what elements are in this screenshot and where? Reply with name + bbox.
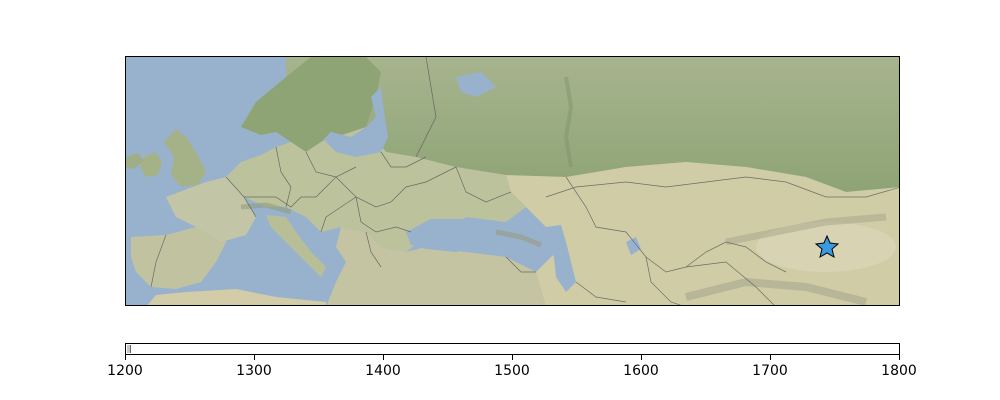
white-sea xyxy=(456,72,496,97)
baltic-sea xyxy=(326,87,388,157)
tick-mark xyxy=(512,355,513,360)
caucasus-mountains xyxy=(495,229,542,248)
anatolia-landmass xyxy=(326,227,546,305)
caspian-sea xyxy=(544,225,576,292)
black-sea xyxy=(406,219,486,252)
britain-landmass xyxy=(164,129,206,187)
himalaya-mountains xyxy=(685,277,867,305)
map-canvas xyxy=(126,57,899,305)
russia-landmass xyxy=(286,57,899,192)
country-borders xyxy=(150,57,899,305)
tick-mark xyxy=(899,355,900,360)
tick-mark xyxy=(254,355,255,360)
star-icon[interactable] xyxy=(814,234,840,259)
tick-label-1800: 1800 xyxy=(881,363,917,379)
tick-mark xyxy=(125,355,126,360)
tick-label-1300: 1300 xyxy=(236,363,272,379)
timeline-slider[interactable] xyxy=(125,343,900,355)
north-africa-landmass xyxy=(147,289,326,305)
tick-label-1600: 1600 xyxy=(623,363,659,379)
tian-shan-mountains xyxy=(725,213,887,246)
italy-landmass xyxy=(266,215,326,277)
tick-mark xyxy=(770,355,771,360)
tick-label-1500: 1500 xyxy=(494,363,530,379)
france-landmass xyxy=(166,177,256,242)
adriatic-sea xyxy=(291,217,331,252)
tick-label-1200: 1200 xyxy=(107,363,143,379)
tick-mark xyxy=(641,355,642,360)
tick-label-1700: 1700 xyxy=(752,363,788,379)
map-panel xyxy=(125,56,900,306)
scandinavia-landmass xyxy=(241,57,381,152)
ireland-landmass xyxy=(140,152,162,177)
tick-mark xyxy=(383,355,384,360)
iberia-landmass xyxy=(131,222,226,289)
tick-label-1400: 1400 xyxy=(365,363,401,379)
iceland-landmass xyxy=(126,153,144,169)
ural-mountains xyxy=(563,76,574,168)
aral-sea xyxy=(626,237,641,255)
timeline-progress-bar xyxy=(127,345,131,353)
